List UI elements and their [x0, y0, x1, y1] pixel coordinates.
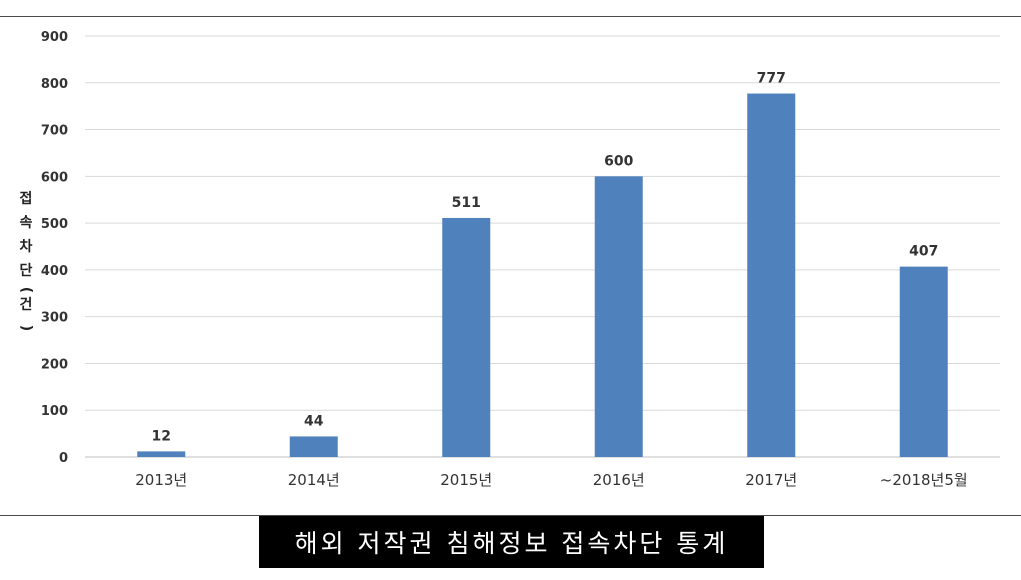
- bar: [137, 451, 186, 457]
- y-tick-label: 400: [41, 264, 68, 279]
- x-tick-label: 2015년: [440, 471, 492, 489]
- data-label: 777: [757, 71, 786, 87]
- caption-text: 해외 저작권 침해정보 접속차단 통계: [294, 529, 729, 558]
- caption-box: 해외 저작권 침해정보 접속차단 통계: [259, 516, 764, 568]
- bars: [137, 93, 948, 458]
- y-axis-label-char: 건: [19, 297, 33, 313]
- bar-chart: 0 100 200 300 400 500 600 700 800 900 12 44 511 600 7…: [41, 30, 1000, 489]
- data-label: 600: [604, 153, 633, 169]
- x-tick-label: 2014년: [288, 471, 340, 489]
- y-tick-label: 900: [41, 30, 68, 45]
- y-tick-label: 600: [41, 170, 68, 185]
- x-tick-labels: 2013년 2014년 2015년 2016년 2017년 ~2018년5월: [135, 471, 967, 489]
- x-tick-label: 2013년: [135, 471, 187, 489]
- frame-top-line: [0, 16, 1021, 17]
- y-tick-label: 700: [41, 124, 68, 139]
- bar: [899, 266, 948, 457]
- y-tick-label: 300: [41, 311, 68, 326]
- y-tick-label: 200: [41, 357, 68, 372]
- x-tick-label: 2017년: [745, 471, 797, 489]
- y-axis-label-char: 단: [19, 263, 33, 279]
- x-tick-label: ~2018년5월: [880, 471, 968, 489]
- y-tick-label: 0: [59, 451, 68, 466]
- x-tick-label: 2016년: [593, 471, 645, 489]
- y-axis-label-char: 속: [19, 215, 33, 231]
- y-tick-label: 500: [41, 217, 68, 232]
- data-label: 511: [452, 195, 481, 211]
- y-axis-label-char: 접: [19, 191, 33, 207]
- data-labels: 12 44 511 600 777 407: [152, 71, 939, 445]
- data-label: 44: [304, 413, 324, 429]
- y-tick-labels: 0 100 200 300 400 500 600 700 800 900: [41, 30, 68, 466]
- frame-bottom-line: [0, 515, 1021, 516]
- bar: [747, 93, 796, 457]
- bar: [442, 217, 491, 457]
- data-label: 407: [909, 244, 938, 260]
- data-label: 12: [152, 428, 171, 444]
- y-tick-label: 800: [41, 77, 68, 92]
- y-axis-label-char: 차: [19, 239, 33, 255]
- y-tick-label: 100: [41, 404, 68, 419]
- y-axis-label-char: ): [18, 324, 34, 332]
- bar: [289, 436, 338, 457]
- bar: [594, 176, 643, 458]
- gridlines: [85, 35, 1000, 458]
